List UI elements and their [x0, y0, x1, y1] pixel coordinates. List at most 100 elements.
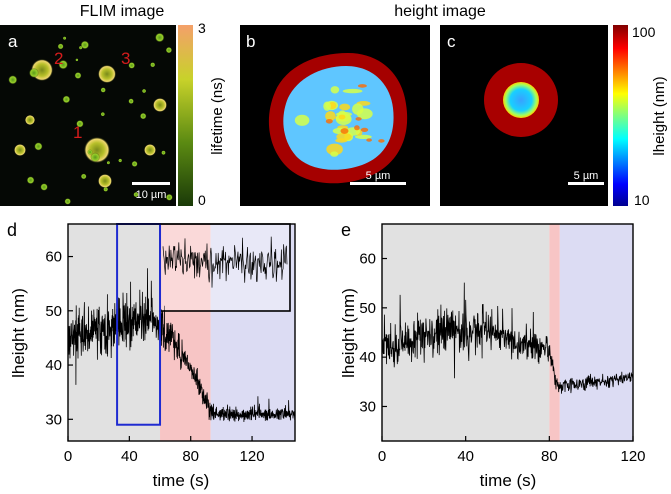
flim-droplet-small: [128, 98, 134, 104]
height-c-scalebar-label: 5 µm: [574, 170, 599, 182]
chart-d-ytick-label: 40: [45, 357, 62, 374]
flim-droplet-small: [64, 198, 71, 205]
flim-droplet-small: [165, 46, 173, 54]
droplet-b-patch: [342, 88, 363, 94]
flim-image-background: [0, 25, 176, 206]
flim-scalebar-label: 10 µm: [136, 189, 167, 201]
flim-droplet-small: [133, 191, 139, 198]
flim-droplet: [153, 98, 167, 112]
chart-d-ticks: 0 40 80 120 30 40 50 60: [45, 249, 264, 465]
droplet-b-hotspot: [360, 127, 369, 132]
flim-droplet: [144, 144, 156, 156]
flim-droplet-small: [26, 176, 35, 185]
flim-droplet-small: [58, 59, 68, 70]
flim-droplet-small: [118, 158, 123, 163]
flim-droplet-small: [76, 120, 84, 128]
flim-droplet-small: [75, 58, 79, 62]
droplet-b-hotspot: [366, 138, 372, 142]
droplet-b-hotspot: [357, 84, 367, 88]
panel-b-letter: b: [246, 32, 255, 51]
flim-droplet-small: [100, 87, 106, 93]
chart-e-ytick-label: 60: [359, 251, 376, 268]
chart-d-ytick-label: 30: [45, 411, 62, 428]
height-colorbar: 100 10 lheight (nm): [613, 24, 668, 208]
chart-e-ytick-label: 50: [359, 300, 376, 317]
lifetime-colorbar-gradient: [178, 25, 193, 206]
chart-d-inset: [159, 223, 291, 312]
height-colorbar-label: lheight (nm): [651, 76, 668, 155]
droplet-label-1: 1: [73, 123, 82, 142]
chart-e-xtick-label: 40: [457, 448, 474, 465]
flim-droplet-small: [78, 45, 83, 50]
chart-d-xtick-label: 0: [64, 448, 72, 465]
droplet-b-texture: [294, 84, 385, 157]
lifetime-colorbar-min: 0: [198, 192, 206, 208]
droplet-c-core: [503, 82, 539, 118]
chart-e-region-blue: [559, 224, 633, 441]
droplet-b-patch: [338, 114, 346, 120]
flim-droplet: [25, 115, 35, 125]
droplet-label-3: 3: [121, 49, 130, 68]
droplet-b-patch: [336, 132, 352, 141]
flim-droplet-small: [34, 142, 43, 151]
flim-image-panel: a 2 3 1 10 µm: [0, 25, 176, 206]
chart-e-axes-frame: [381, 223, 634, 442]
chart-e-ytick-label: 40: [359, 349, 376, 366]
chart-d-ytick-label: 60: [45, 249, 62, 266]
droplet-label-2: 2: [54, 49, 63, 68]
chart-d-xtick-label: 80: [182, 448, 199, 465]
chart-e-ytick-label: 30: [359, 398, 376, 415]
droplet-b-patch: [339, 103, 351, 111]
flim-droplet-small: [103, 186, 109, 192]
chart-e-trace: [381, 282, 634, 394]
chart-d-trace: [67, 268, 296, 423]
height-c-scalebar: [568, 182, 604, 185]
height-colorbar-max: 100: [632, 24, 656, 40]
droplet-b-patch: [352, 103, 364, 115]
chart-e-xtick-label: 120: [620, 448, 645, 465]
lifetime-colorbar-max: 3: [198, 20, 206, 36]
flim-droplet: [98, 174, 112, 188]
height-colorbar-gradient: [613, 25, 628, 206]
height-colorbar-min: 10: [634, 192, 650, 208]
height-section-title: height image: [394, 3, 486, 20]
lifetime-colorbar: 3 0 lifetime (ns): [178, 20, 226, 208]
lifetime-colorbar-label: lifetime (ns): [209, 77, 226, 155]
flim-droplet-small: [139, 112, 147, 120]
panel-c-letter: c: [447, 32, 456, 51]
flim-droplet: [14, 144, 26, 156]
flim-droplet-small: [62, 95, 71, 104]
height-image-panel-c: c 5 µm: [440, 25, 608, 206]
flim-droplet-small: [150, 62, 156, 68]
droplet-b-hotspot: [325, 119, 333, 124]
flim-section-title: FLIM image: [80, 3, 165, 20]
chart-d-xlabel: time (s): [153, 471, 210, 490]
flim-droplet-small: [62, 36, 67, 40]
droplet-b-patch: [330, 86, 340, 94]
panel-a-letter: a: [8, 32, 18, 51]
chart-e-xtick-label: 0: [378, 448, 386, 465]
chart-d-xtick-label: 120: [240, 448, 265, 465]
flim-droplet-small: [8, 75, 18, 85]
height-image-panel-b: b 5 µm: [240, 25, 430, 206]
flim-droplet-small: [40, 183, 48, 191]
droplet-b-patch: [325, 111, 336, 121]
chart-d-axes-frame: [67, 223, 296, 442]
flim-droplet-small: [165, 193, 173, 201]
flim-droplets: [8, 32, 173, 205]
chart-d-xtick-label: 40: [121, 448, 138, 465]
flim-droplet-small: [90, 152, 101, 163]
flim-droplet-small: [80, 40, 90, 50]
flim-droplet: [98, 65, 116, 83]
flim-droplet-small: [80, 173, 87, 180]
panel-d-letter: d: [7, 220, 17, 240]
chart-d-ylabel: lheight (nm): [9, 288, 28, 378]
height-b-scalebar-label: 5 µm: [366, 170, 391, 182]
chart-e-region-red: [549, 224, 560, 441]
flim-droplet-small: [106, 160, 111, 165]
flim-droplet-small: [100, 112, 106, 117]
chart-d-trace-group: [67, 268, 296, 423]
chart-e-xtick-label: 80: [541, 448, 558, 465]
flim-droplet-small: [161, 150, 166, 155]
flim-droplet-small: [131, 160, 138, 167]
